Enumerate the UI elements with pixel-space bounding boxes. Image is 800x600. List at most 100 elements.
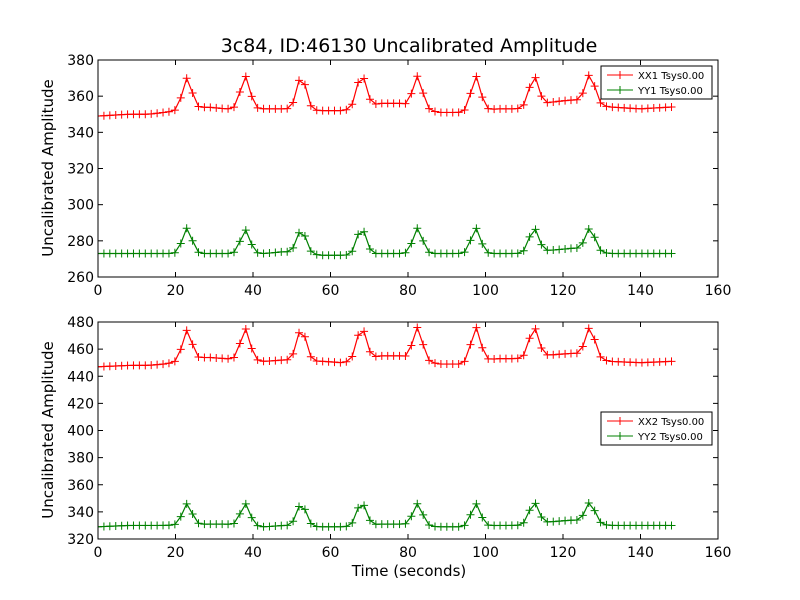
data-point-marker xyxy=(401,248,410,257)
data-point-marker xyxy=(425,521,434,530)
data-point-marker xyxy=(295,328,304,337)
data-point-marker xyxy=(188,89,197,98)
data-point-marker xyxy=(519,351,528,360)
data-point-marker xyxy=(472,499,481,508)
data-point-marker xyxy=(253,248,262,257)
data-point-marker xyxy=(513,249,522,258)
data-point-marker xyxy=(602,356,611,365)
data-point-marker xyxy=(176,345,185,354)
x-tick-label: 160 xyxy=(705,545,732,561)
data-point-marker xyxy=(543,98,552,107)
legend-entry-label: YY2 Tsys0.00 xyxy=(637,432,703,443)
data-point-marker xyxy=(147,361,156,370)
data-point-marker xyxy=(289,349,298,358)
data-point-marker xyxy=(419,510,428,519)
data-point-marker xyxy=(271,248,280,257)
data-point-marker xyxy=(306,247,315,256)
data-point-marker xyxy=(348,352,357,361)
x-tick-label: 120 xyxy=(550,545,577,561)
data-point-marker xyxy=(578,89,587,98)
data-point-marker xyxy=(300,332,309,341)
bottom-y-axis-label: Uncalibrated Amplitude xyxy=(39,341,57,518)
data-point-marker xyxy=(348,100,357,109)
data-point-marker xyxy=(371,352,380,361)
data-point-marker xyxy=(549,246,558,255)
data-point-marker xyxy=(525,83,534,92)
data-point-marker xyxy=(454,522,463,531)
data-point-marker xyxy=(555,97,564,106)
data-point-marker xyxy=(229,353,238,362)
data-point-marker xyxy=(164,521,173,530)
data-point-marker xyxy=(413,323,422,332)
y-tick-label: 320 xyxy=(67,532,94,548)
data-point-marker xyxy=(188,340,197,349)
y-tick-label: 380 xyxy=(67,451,94,467)
x-tick-label: 60 xyxy=(322,545,340,561)
data-point-marker xyxy=(413,72,422,81)
data-point-marker xyxy=(472,323,481,332)
data-point-marker xyxy=(224,520,233,529)
data-point-marker xyxy=(194,102,203,111)
legend-entry-label: XX2 Tsys0.00 xyxy=(638,417,704,428)
data-point-marker xyxy=(295,228,304,237)
data-point-marker xyxy=(478,513,487,522)
data-point-marker xyxy=(407,341,416,350)
data-point-marker xyxy=(241,226,250,235)
x-tick-label: 80 xyxy=(399,545,417,561)
data-point-marker xyxy=(235,339,244,348)
bottom-plot-panel: 0 20 40 60 80 100 120 140 160 320 340 360 380 400 420 4… xyxy=(67,315,731,561)
data-point-marker xyxy=(431,359,440,368)
data-point-marker xyxy=(596,98,605,107)
data-point-marker xyxy=(342,522,351,531)
data-point-marker xyxy=(224,354,233,363)
x-tick-label: 40 xyxy=(244,545,262,561)
data-point-marker xyxy=(584,499,593,508)
data-point-marker xyxy=(537,343,546,352)
data-point-marker xyxy=(241,72,250,81)
data-point-marker xyxy=(176,512,185,521)
data-point-marker xyxy=(176,239,185,248)
data-point-marker xyxy=(549,97,558,106)
data-point-marker xyxy=(188,510,197,519)
x-tick-label: 20 xyxy=(167,545,185,561)
data-point-marker xyxy=(235,509,244,518)
data-point-marker xyxy=(519,518,528,527)
data-point-marker xyxy=(525,232,534,241)
data-point-marker xyxy=(312,250,321,259)
data-point-marker xyxy=(253,355,262,364)
data-point-marker xyxy=(525,506,534,515)
data-point-marker xyxy=(235,237,244,246)
y-tick-label: 280 xyxy=(67,234,94,250)
data-point-marker xyxy=(537,240,546,249)
legend-swatch-marker xyxy=(616,86,624,94)
data-point-marker xyxy=(170,106,179,115)
data-point-marker xyxy=(247,344,256,353)
y-tick-label: 460 xyxy=(67,342,94,358)
y-tick-label: 360 xyxy=(67,89,94,105)
data-point-marker xyxy=(235,88,244,97)
x-tick-label: 120 xyxy=(550,283,577,299)
data-point-marker xyxy=(354,78,363,87)
data-point-marker xyxy=(354,331,363,340)
data-point-marker xyxy=(425,356,434,365)
data-point-marker xyxy=(289,243,298,252)
data-point-marker xyxy=(265,249,274,258)
series-1-1 xyxy=(98,499,676,531)
data-point-marker xyxy=(407,239,416,248)
data-point-marker xyxy=(295,76,304,85)
data-point-marker xyxy=(365,347,374,356)
legend: XX2 Tsys0.00 YY2 Tsys0.00 xyxy=(600,411,713,446)
x-tick-label: 40 xyxy=(244,283,262,299)
x-tick-label: 100 xyxy=(472,283,499,299)
series-0-0 xyxy=(98,71,676,121)
data-point-marker xyxy=(460,357,469,366)
data-point-marker xyxy=(164,107,173,116)
data-point-marker xyxy=(283,104,292,113)
data-point-marker xyxy=(555,245,564,254)
y-tick-label: 380 xyxy=(67,53,94,69)
data-point-marker xyxy=(365,516,374,525)
data-point-marker xyxy=(170,357,179,366)
data-point-marker xyxy=(164,249,173,258)
data-point-marker xyxy=(413,224,422,233)
data-point-marker xyxy=(289,517,298,526)
